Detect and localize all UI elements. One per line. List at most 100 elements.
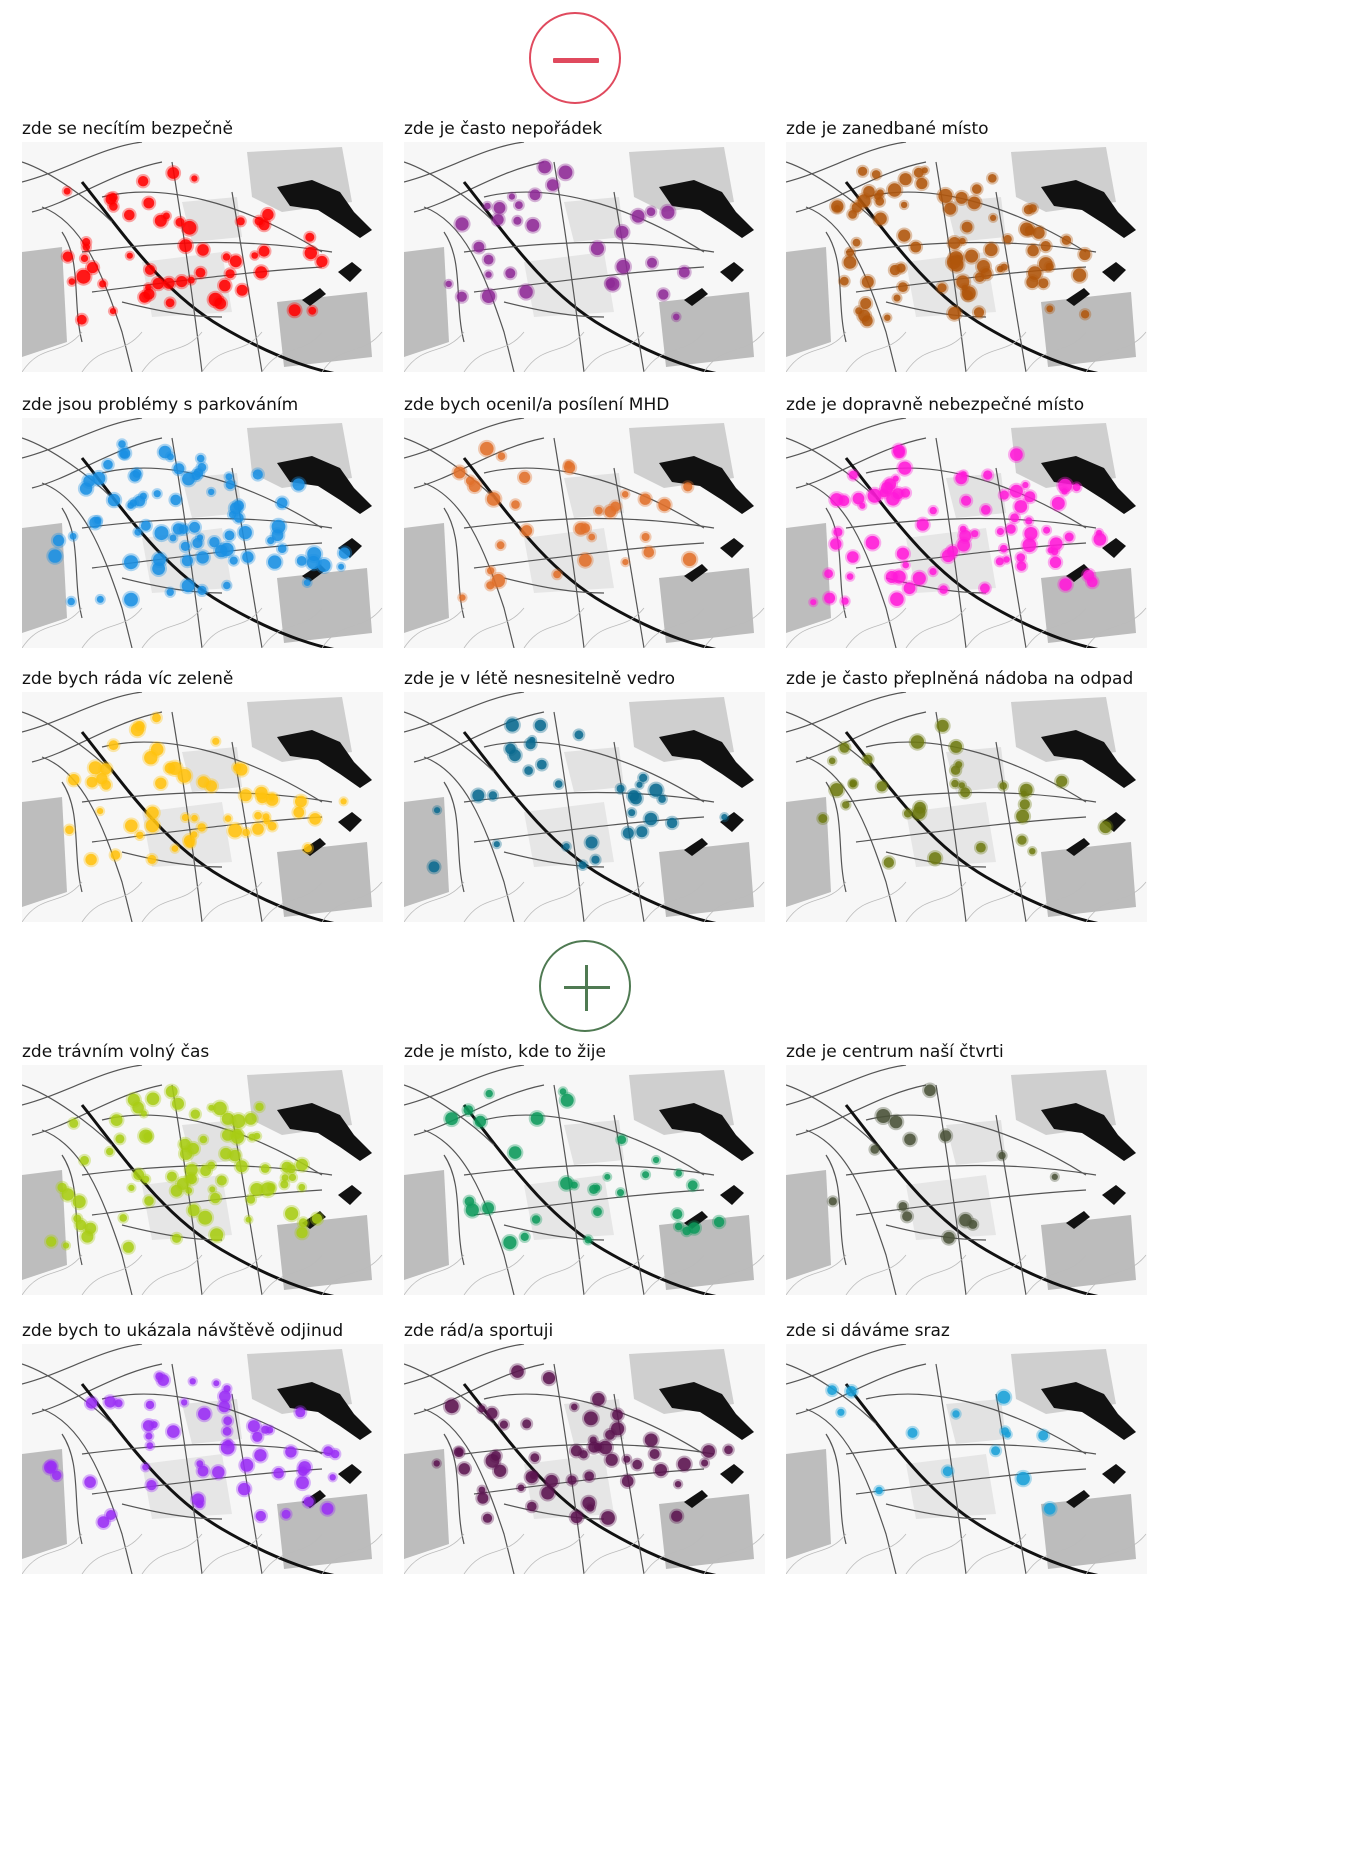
marker-dot: [898, 229, 911, 242]
marker-dot: [97, 1516, 110, 1528]
marker-dot: [96, 595, 104, 603]
marker-dot: [305, 232, 315, 242]
marker-dot: [875, 1486, 883, 1495]
marker-dot: [889, 264, 901, 276]
marker-dot: [1061, 235, 1072, 245]
marker-dot: [169, 534, 177, 542]
marker-dot: [179, 239, 193, 253]
marker-dot: [224, 815, 232, 822]
marker-dot: [884, 314, 891, 321]
marker-dot: [876, 781, 888, 792]
marker-dot: [896, 547, 909, 560]
marker-dot: [559, 1088, 567, 1095]
marker-dot: [200, 1165, 212, 1177]
marker-dot: [524, 766, 533, 775]
marker-dot: [208, 1104, 215, 1111]
marker-dot: [828, 1197, 837, 1206]
marker-dot: [288, 1173, 297, 1181]
marker-dot: [687, 1180, 698, 1191]
marker-dot: [622, 827, 634, 839]
marker-dot: [968, 196, 981, 210]
marker-dot: [508, 1146, 522, 1159]
marker-dot: [865, 535, 880, 550]
marker-dot: [46, 1236, 57, 1247]
marker-dot: [175, 217, 185, 227]
marker-dot: [210, 1192, 221, 1204]
marker-dot: [233, 512, 244, 523]
marker-dot: [252, 823, 264, 835]
marker-dot: [847, 551, 859, 563]
map-image: [22, 1344, 383, 1574]
marker-dot: [86, 776, 98, 788]
map-title: zde bych ocenil/a posílení MHD: [404, 395, 670, 415]
marker-dot: [965, 249, 979, 263]
marker-dot: [980, 583, 990, 594]
map-image: [22, 418, 383, 648]
marker-dot: [644, 1433, 658, 1447]
marker-dot: [109, 308, 117, 315]
marker-dot: [605, 1429, 615, 1440]
marker-dot: [677, 1457, 691, 1471]
marker-dot: [530, 1112, 544, 1125]
marker-dot: [286, 1164, 296, 1174]
marker-dot: [292, 478, 305, 491]
marker-dot: [303, 579, 311, 586]
map-image: [786, 418, 1147, 648]
marker-dot: [545, 1474, 558, 1488]
marker-dot: [229, 556, 238, 565]
marker-dot: [62, 1242, 70, 1249]
marker-dot: [861, 275, 874, 288]
marker-dot: [267, 537, 275, 545]
marker-dot: [959, 529, 972, 542]
map-image: [786, 692, 1147, 922]
marker-dot: [570, 1445, 582, 1457]
marker-dot: [187, 1204, 200, 1217]
marker-dot: [957, 538, 970, 552]
marker-dot: [1017, 835, 1027, 845]
marker-dot: [843, 256, 857, 269]
map-image: [22, 692, 383, 922]
marker-dot: [570, 1181, 578, 1189]
marker-dot: [80, 254, 89, 262]
marker-dot: [1003, 235, 1012, 244]
marker-dot: [134, 495, 146, 507]
map-image: [404, 418, 765, 648]
marker-dot: [68, 278, 76, 285]
marker-dot: [520, 1232, 529, 1241]
marker-dot: [220, 1440, 235, 1455]
marker-dot: [177, 769, 192, 783]
marker-dot: [132, 1101, 144, 1114]
marker-dot: [338, 563, 345, 570]
marker-dot: [947, 545, 958, 557]
map-title: zde se necítím bezpečně: [22, 119, 233, 139]
marker-dot: [323, 1446, 334, 1457]
map-image: [786, 1344, 1147, 1574]
marker-dot: [236, 284, 248, 296]
marker-dot: [629, 792, 642, 805]
marker-dot: [876, 1109, 891, 1123]
marker-dot: [621, 1475, 634, 1487]
marker-dot: [622, 559, 629, 566]
marker-dot: [238, 526, 252, 540]
map-image: [786, 1065, 1147, 1295]
marker-dot: [307, 547, 322, 562]
marker-dot: [527, 1501, 537, 1512]
map-image: [404, 692, 765, 922]
marker-dot: [601, 1511, 615, 1525]
marker-dot: [1058, 478, 1072, 493]
marker-dot: [261, 1425, 270, 1434]
marker-dot: [165, 298, 175, 308]
marker-dot: [959, 1213, 972, 1227]
marker-dot: [166, 453, 174, 461]
marker-dot: [1079, 248, 1091, 261]
marker-dot: [831, 200, 844, 213]
marker-dot: [445, 1112, 458, 1126]
marker-dot: [636, 781, 643, 788]
marker-dot: [185, 1163, 198, 1176]
marker-dot: [196, 454, 205, 463]
marker-dot: [242, 828, 250, 837]
marker-dot: [309, 813, 321, 825]
marker-dot: [839, 742, 850, 753]
marker-dot: [143, 288, 155, 300]
marker-dot: [1080, 310, 1090, 319]
